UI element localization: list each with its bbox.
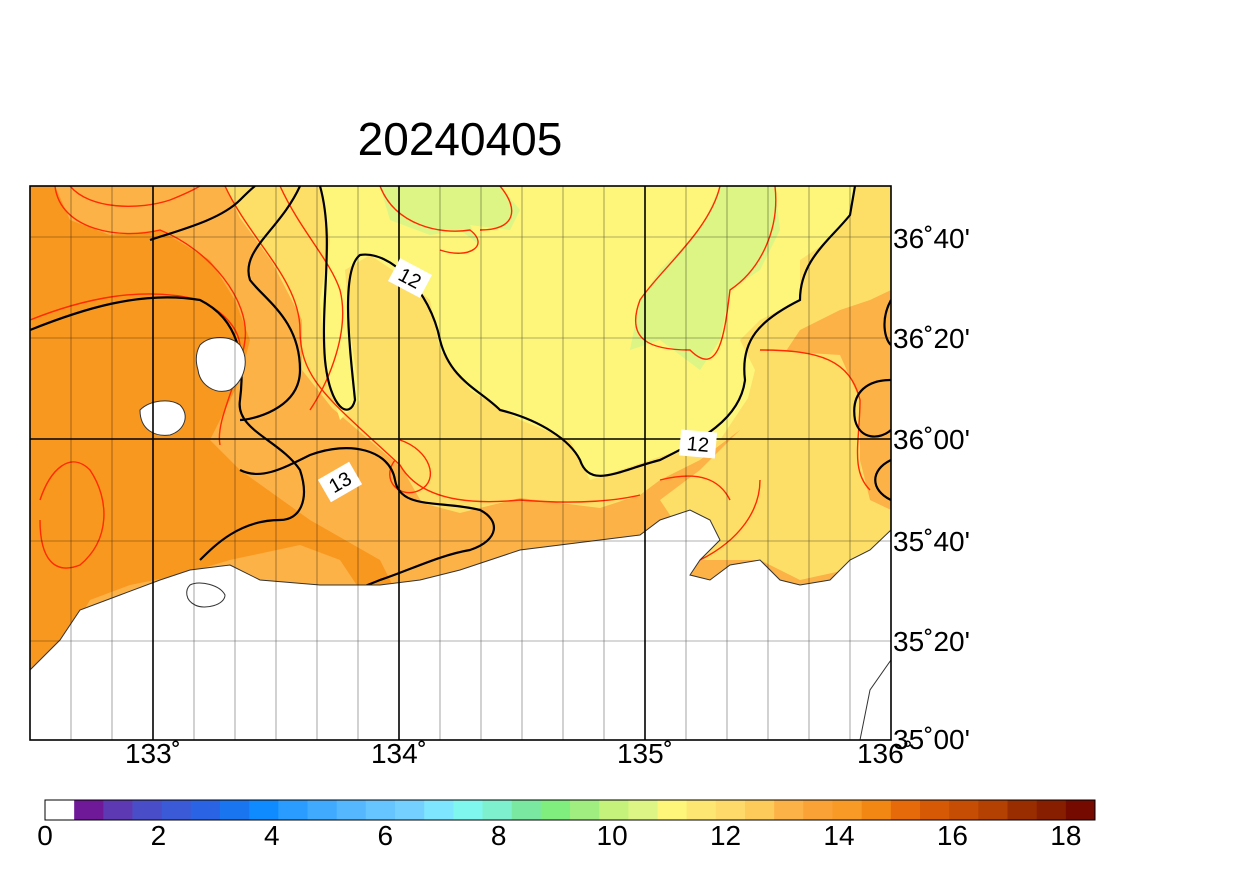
map-plot-area: 12 13 12: [30, 186, 891, 740]
colorbar-swatch: [45, 800, 75, 820]
colorbar-swatch: [249, 800, 279, 820]
colorbar-label: 8: [490, 820, 507, 851]
lon-label-134: 134˚: [370, 738, 428, 769]
colorbar-swatch: [161, 800, 192, 820]
lat-label-36-00: 36˚00': [893, 424, 970, 455]
colorbar-swatch: [978, 800, 1008, 820]
colorbar: [45, 800, 1096, 820]
colorbar-swatch: [890, 800, 921, 820]
sst-zone-11-east: [630, 186, 780, 370]
colorbar-swatch: [949, 800, 979, 820]
colorbar-swatch: [307, 800, 338, 820]
colorbar-swatch: [453, 800, 483, 820]
colorbar-swatch: [132, 800, 163, 820]
colorbar-label: 10: [596, 820, 628, 851]
colorbar-swatch: [395, 800, 425, 820]
colorbar-swatch: [832, 800, 863, 820]
colorbar-swatch: [1007, 800, 1038, 820]
colorbar-label: 16: [936, 820, 968, 851]
colorbar-swatch: [190, 800, 221, 820]
colorbar-swatch: [861, 800, 892, 820]
lat-label-36-20: 36˚20': [893, 323, 970, 354]
lake-shinji: [186, 582, 226, 608]
colorbar-label: 2: [150, 820, 167, 851]
colorbar-swatch: [511, 800, 542, 820]
land: [30, 337, 891, 740]
oki-dogo-island: [195, 337, 246, 392]
colorbar-swatch: [657, 800, 688, 820]
map-title: 20240405: [357, 113, 563, 165]
sst-zone-11-north: [380, 186, 520, 245]
colorbar-swatch: [365, 800, 396, 820]
colorbar-swatch: [745, 800, 775, 820]
oki-dozen-islands: [139, 400, 186, 436]
colorbar-label: 4: [264, 820, 280, 851]
colorbar-swatch: [74, 800, 104, 820]
colorbar-label: 18: [1050, 820, 1082, 851]
contour-label-12-east: 12: [686, 433, 710, 457]
colorbar-swatch: [1065, 800, 1096, 820]
colorbar-swatch: [1036, 800, 1067, 820]
lat-label-35-00: 35˚00': [893, 724, 970, 755]
lat-label-36-40: 36˚40': [893, 223, 970, 254]
colorbar-label: 0: [37, 820, 53, 851]
colorbar-swatch: [424, 800, 454, 820]
colorbar-swatch: [774, 800, 804, 820]
colorbar-label: 14: [823, 820, 855, 851]
fine-grid: [30, 186, 891, 740]
isotherms-black: [30, 186, 891, 602]
lat-label-35-20: 35˚20': [893, 626, 970, 657]
sst-zone-15: [30, 186, 400, 680]
honshu-coast: [30, 509, 891, 740]
colorbar-swatch: [715, 800, 746, 820]
colorbar-swatch: [103, 800, 133, 820]
contour-labels: 12 13 12: [317, 258, 718, 503]
lon-label-133: 133˚: [124, 738, 182, 769]
lon-label-135: 135˚: [616, 738, 674, 769]
colorbar-swatch: [220, 800, 250, 820]
colorbar-swatch: [278, 800, 308, 820]
east-peninsula: [859, 659, 891, 740]
colorbar-swatch: [482, 800, 513, 820]
lat-label-35-40: 35˚40': [893, 526, 970, 557]
colorbar-label: 12: [709, 820, 742, 851]
sst-zone-14: [55, 186, 650, 600]
colorbar-swatch: [628, 800, 658, 820]
colorbar-swatch: [540, 800, 571, 820]
colorbar-frame: [44, 799, 1096, 821]
colorbar-swatch: [803, 800, 833, 820]
colorbar-swatch: [920, 800, 950, 820]
colorbar-swatch: [599, 800, 629, 820]
colorbar-label: 6: [377, 820, 394, 851]
colorbar-swatch: [570, 800, 600, 820]
colorbar-swatch: [686, 800, 717, 820]
sst-zone-13-east: [660, 350, 891, 580]
colorbar-swatch: [336, 800, 367, 820]
lon-label-136: 136˚: [856, 738, 914, 769]
map-frame: [29, 185, 892, 741]
